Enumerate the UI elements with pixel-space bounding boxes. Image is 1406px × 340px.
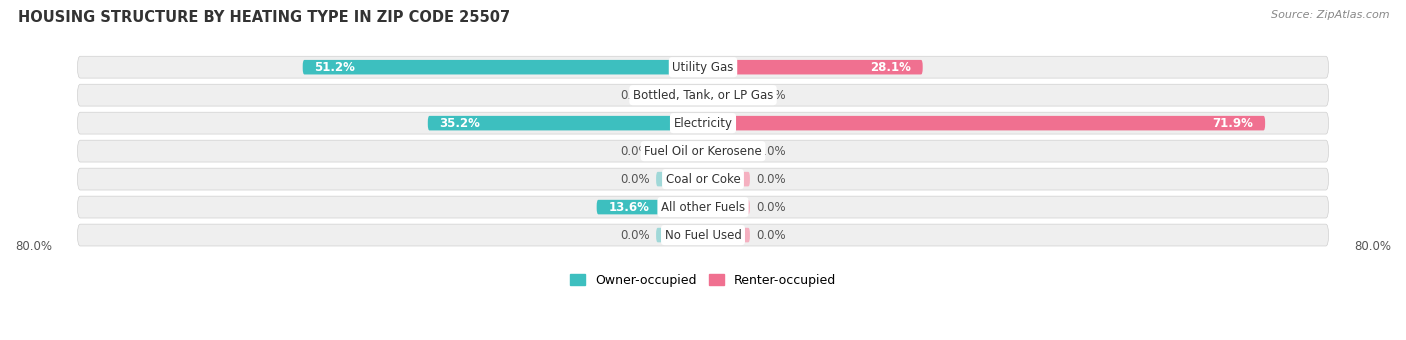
Text: 13.6%: 13.6% bbox=[609, 201, 650, 214]
Text: 80.0%: 80.0% bbox=[1354, 240, 1391, 253]
FancyBboxPatch shape bbox=[77, 168, 1329, 190]
Text: Fuel Oil or Kerosene: Fuel Oil or Kerosene bbox=[644, 144, 762, 158]
FancyBboxPatch shape bbox=[302, 60, 703, 74]
Text: 71.9%: 71.9% bbox=[1212, 117, 1253, 130]
FancyBboxPatch shape bbox=[657, 172, 703, 186]
FancyBboxPatch shape bbox=[703, 60, 922, 74]
FancyBboxPatch shape bbox=[596, 200, 703, 214]
FancyBboxPatch shape bbox=[77, 196, 1329, 218]
FancyBboxPatch shape bbox=[703, 144, 749, 158]
Text: Bottled, Tank, or LP Gas: Bottled, Tank, or LP Gas bbox=[633, 89, 773, 102]
FancyBboxPatch shape bbox=[703, 88, 749, 102]
Text: 0.0%: 0.0% bbox=[756, 89, 786, 102]
Text: 35.2%: 35.2% bbox=[440, 117, 481, 130]
FancyBboxPatch shape bbox=[657, 88, 703, 102]
FancyBboxPatch shape bbox=[703, 172, 749, 186]
FancyBboxPatch shape bbox=[657, 144, 703, 158]
Text: 0.0%: 0.0% bbox=[756, 144, 786, 158]
Text: 0.0%: 0.0% bbox=[620, 144, 650, 158]
FancyBboxPatch shape bbox=[657, 228, 703, 242]
Text: HOUSING STRUCTURE BY HEATING TYPE IN ZIP CODE 25507: HOUSING STRUCTURE BY HEATING TYPE IN ZIP… bbox=[18, 10, 510, 25]
Text: Electricity: Electricity bbox=[673, 117, 733, 130]
Text: Coal or Coke: Coal or Coke bbox=[665, 173, 741, 186]
Text: 0.0%: 0.0% bbox=[756, 173, 786, 186]
FancyBboxPatch shape bbox=[703, 228, 749, 242]
Text: 0.0%: 0.0% bbox=[620, 89, 650, 102]
FancyBboxPatch shape bbox=[703, 116, 1265, 131]
Text: All other Fuels: All other Fuels bbox=[661, 201, 745, 214]
FancyBboxPatch shape bbox=[427, 116, 703, 131]
FancyBboxPatch shape bbox=[77, 112, 1329, 134]
Text: 0.0%: 0.0% bbox=[756, 228, 786, 241]
FancyBboxPatch shape bbox=[77, 140, 1329, 162]
Text: No Fuel Used: No Fuel Used bbox=[665, 228, 741, 241]
FancyBboxPatch shape bbox=[77, 224, 1329, 246]
Text: 28.1%: 28.1% bbox=[870, 61, 911, 74]
Text: 80.0%: 80.0% bbox=[15, 240, 52, 253]
FancyBboxPatch shape bbox=[77, 56, 1329, 78]
Text: 51.2%: 51.2% bbox=[315, 61, 356, 74]
FancyBboxPatch shape bbox=[703, 200, 749, 214]
Text: 0.0%: 0.0% bbox=[756, 201, 786, 214]
FancyBboxPatch shape bbox=[77, 84, 1329, 106]
Text: 0.0%: 0.0% bbox=[620, 228, 650, 241]
Text: Source: ZipAtlas.com: Source: ZipAtlas.com bbox=[1271, 10, 1389, 20]
Text: 0.0%: 0.0% bbox=[620, 173, 650, 186]
Text: Utility Gas: Utility Gas bbox=[672, 61, 734, 74]
Legend: Owner-occupied, Renter-occupied: Owner-occupied, Renter-occupied bbox=[565, 269, 841, 292]
